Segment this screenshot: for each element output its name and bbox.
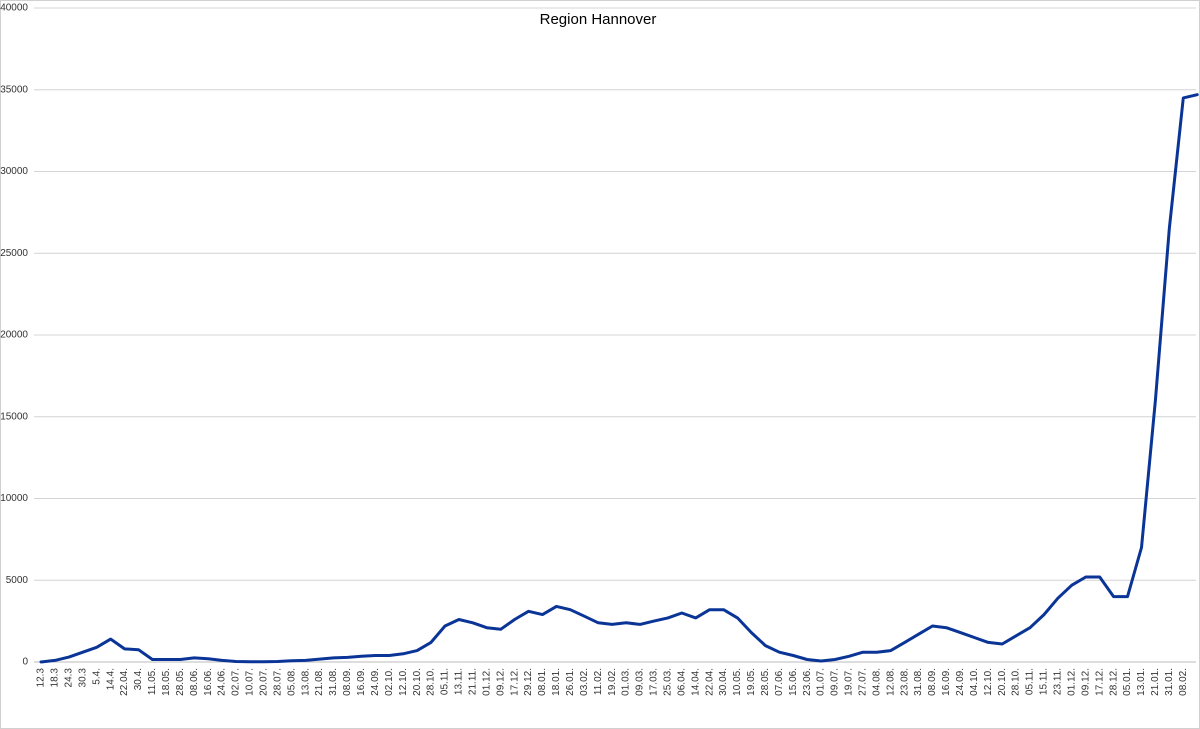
x-tick-label: 20.10. — [412, 668, 423, 696]
x-tick-label: 12.10. — [983, 668, 994, 696]
y-tick-label: 15000 — [0, 411, 28, 422]
x-tick-label: 18.3 — [50, 668, 61, 688]
x-tick-label: 27.07. — [858, 668, 869, 696]
x-tick-label: 16.09. — [941, 668, 952, 696]
x-tick-label: 02.07. — [231, 668, 242, 696]
x-tick-label: 28.12. — [1108, 668, 1119, 696]
x-tick-label: 01.12. — [481, 668, 492, 696]
x-tick-label: 08.02. — [1178, 668, 1189, 696]
x-tick-label: 07.06. — [774, 668, 785, 696]
x-tick-label: 05.01. — [1122, 668, 1133, 696]
x-tick-label: 19.05. — [746, 668, 757, 696]
x-tick-label: 30.4. — [133, 668, 144, 690]
x-tick-label: 5.4. — [91, 668, 102, 685]
x-tick-label: 20.07. — [259, 668, 270, 696]
x-tick-label: 08.01. — [537, 668, 548, 696]
data-line — [39, 93, 1199, 664]
x-tick-label: 05.08. — [286, 668, 297, 696]
x-tick-label: 17.12. — [509, 668, 520, 696]
x-tick-label: 09.12. — [495, 668, 506, 696]
x-tick-label: 16.09. — [356, 668, 367, 696]
x-tick-label: 15.06. — [788, 668, 799, 696]
x-tick-label: 24.3 — [64, 668, 75, 688]
y-tick-label: 40000 — [0, 3, 28, 14]
y-tick-label: 0 — [22, 657, 28, 668]
x-tick-label: 20.10. — [997, 668, 1008, 696]
x-tick-label: 25.03. — [662, 668, 673, 696]
x-tick-label: 11.05. — [147, 668, 158, 695]
x-tick-label: 13.01. — [1136, 668, 1147, 696]
x-tick-label: 18.01. — [551, 668, 562, 696]
x-tick-label: 17.12. — [1094, 668, 1105, 696]
x-tick-label: 05.11. — [1025, 668, 1036, 695]
x-tick-label: 13.11. — [454, 668, 465, 695]
x-tick-label: 28.10. — [426, 668, 437, 696]
x-tick-label: 31.08. — [328, 668, 339, 696]
y-tick-label: 10000 — [0, 493, 28, 504]
x-tick-label: 26.01. — [565, 668, 576, 696]
x-tick-label: 19.07. — [844, 668, 855, 696]
x-tick-label: 08.09. — [342, 668, 353, 696]
x-tick-label: 28.05. — [760, 668, 771, 696]
x-tick-label: 15.11. — [1039, 668, 1050, 695]
chart-title: Region Hannover — [540, 11, 657, 28]
x-tick-label: 30.3 — [77, 668, 88, 688]
y-tick-label: 25000 — [0, 248, 28, 259]
x-tick-label: 24.09. — [955, 668, 966, 696]
x-tick-label: 10.07. — [245, 668, 256, 696]
x-tick-label: 30.04. — [718, 668, 729, 696]
x-tick-label: 02.10. — [384, 668, 395, 696]
x-tick-label: 28.10. — [1011, 668, 1022, 696]
x-tick-label: 23.11. — [1053, 668, 1064, 695]
x-tick-label: 14.4. — [105, 668, 116, 690]
x-tick-label: 14.04. — [690, 668, 701, 696]
x-tick-label: 01.12. — [1066, 668, 1077, 696]
x-tick-label: 11.02. — [593, 668, 604, 695]
x-tick-label: 23.06. — [802, 668, 813, 696]
x-tick-label: 06.04. — [676, 668, 687, 696]
x-tick-label: 09.03. — [635, 668, 646, 696]
x-tick-label: 08.06. — [189, 668, 200, 696]
x-tick-label: 12.10. — [398, 668, 409, 696]
x-tick-label: 21.11. — [467, 668, 478, 695]
x-tick-label: 09.12. — [1080, 668, 1091, 696]
x-tick-label: 16.06. — [203, 668, 214, 696]
x-tick-label: 08.09. — [927, 668, 938, 696]
x-tick-label: 12.3 — [36, 668, 47, 688]
x-tick-label: 01.03. — [621, 668, 632, 696]
x-tick-label: 04.10. — [969, 668, 980, 696]
x-tick-label: 23.08. — [899, 668, 910, 696]
x-tick-label: 28.05. — [175, 668, 186, 696]
y-tick-label: 35000 — [0, 84, 28, 95]
y-tick-label: 20000 — [0, 330, 28, 341]
x-tick-label: 29.12. — [523, 668, 534, 696]
x-tick-label: 05.11. — [440, 668, 451, 695]
y-tick-label: 5000 — [6, 575, 29, 586]
x-tick-label: 12.08. — [885, 668, 896, 696]
x-tick-label: 21.01. — [1150, 668, 1161, 696]
x-tick-label: 19.02. — [607, 668, 618, 696]
x-tick-label: 31.08. — [913, 668, 924, 696]
y-tick-label: 30000 — [0, 166, 28, 177]
x-tick-label: 24.09. — [370, 668, 381, 696]
x-tick-label: 31.01. — [1164, 668, 1175, 696]
x-tick-label: 24.06. — [217, 668, 228, 696]
x-tick-label: 01.07. — [816, 668, 827, 696]
x-tick-label: 28.07. — [272, 668, 283, 696]
x-tick-label: 09.07. — [830, 668, 841, 696]
x-tick-label: 18.05. — [161, 668, 172, 696]
x-tick-label: 22.04. — [704, 668, 715, 696]
x-tick-label: 10.05. — [732, 668, 743, 696]
x-tick-label: 21.08. — [314, 668, 325, 696]
x-tick-label: 03.02. — [579, 668, 590, 696]
x-tick-label: 22.04. — [119, 668, 130, 696]
x-tick-label: 04.08. — [871, 668, 882, 696]
x-tick-label: 17.03. — [649, 668, 660, 696]
x-tick-label: 13.08. — [300, 668, 311, 696]
